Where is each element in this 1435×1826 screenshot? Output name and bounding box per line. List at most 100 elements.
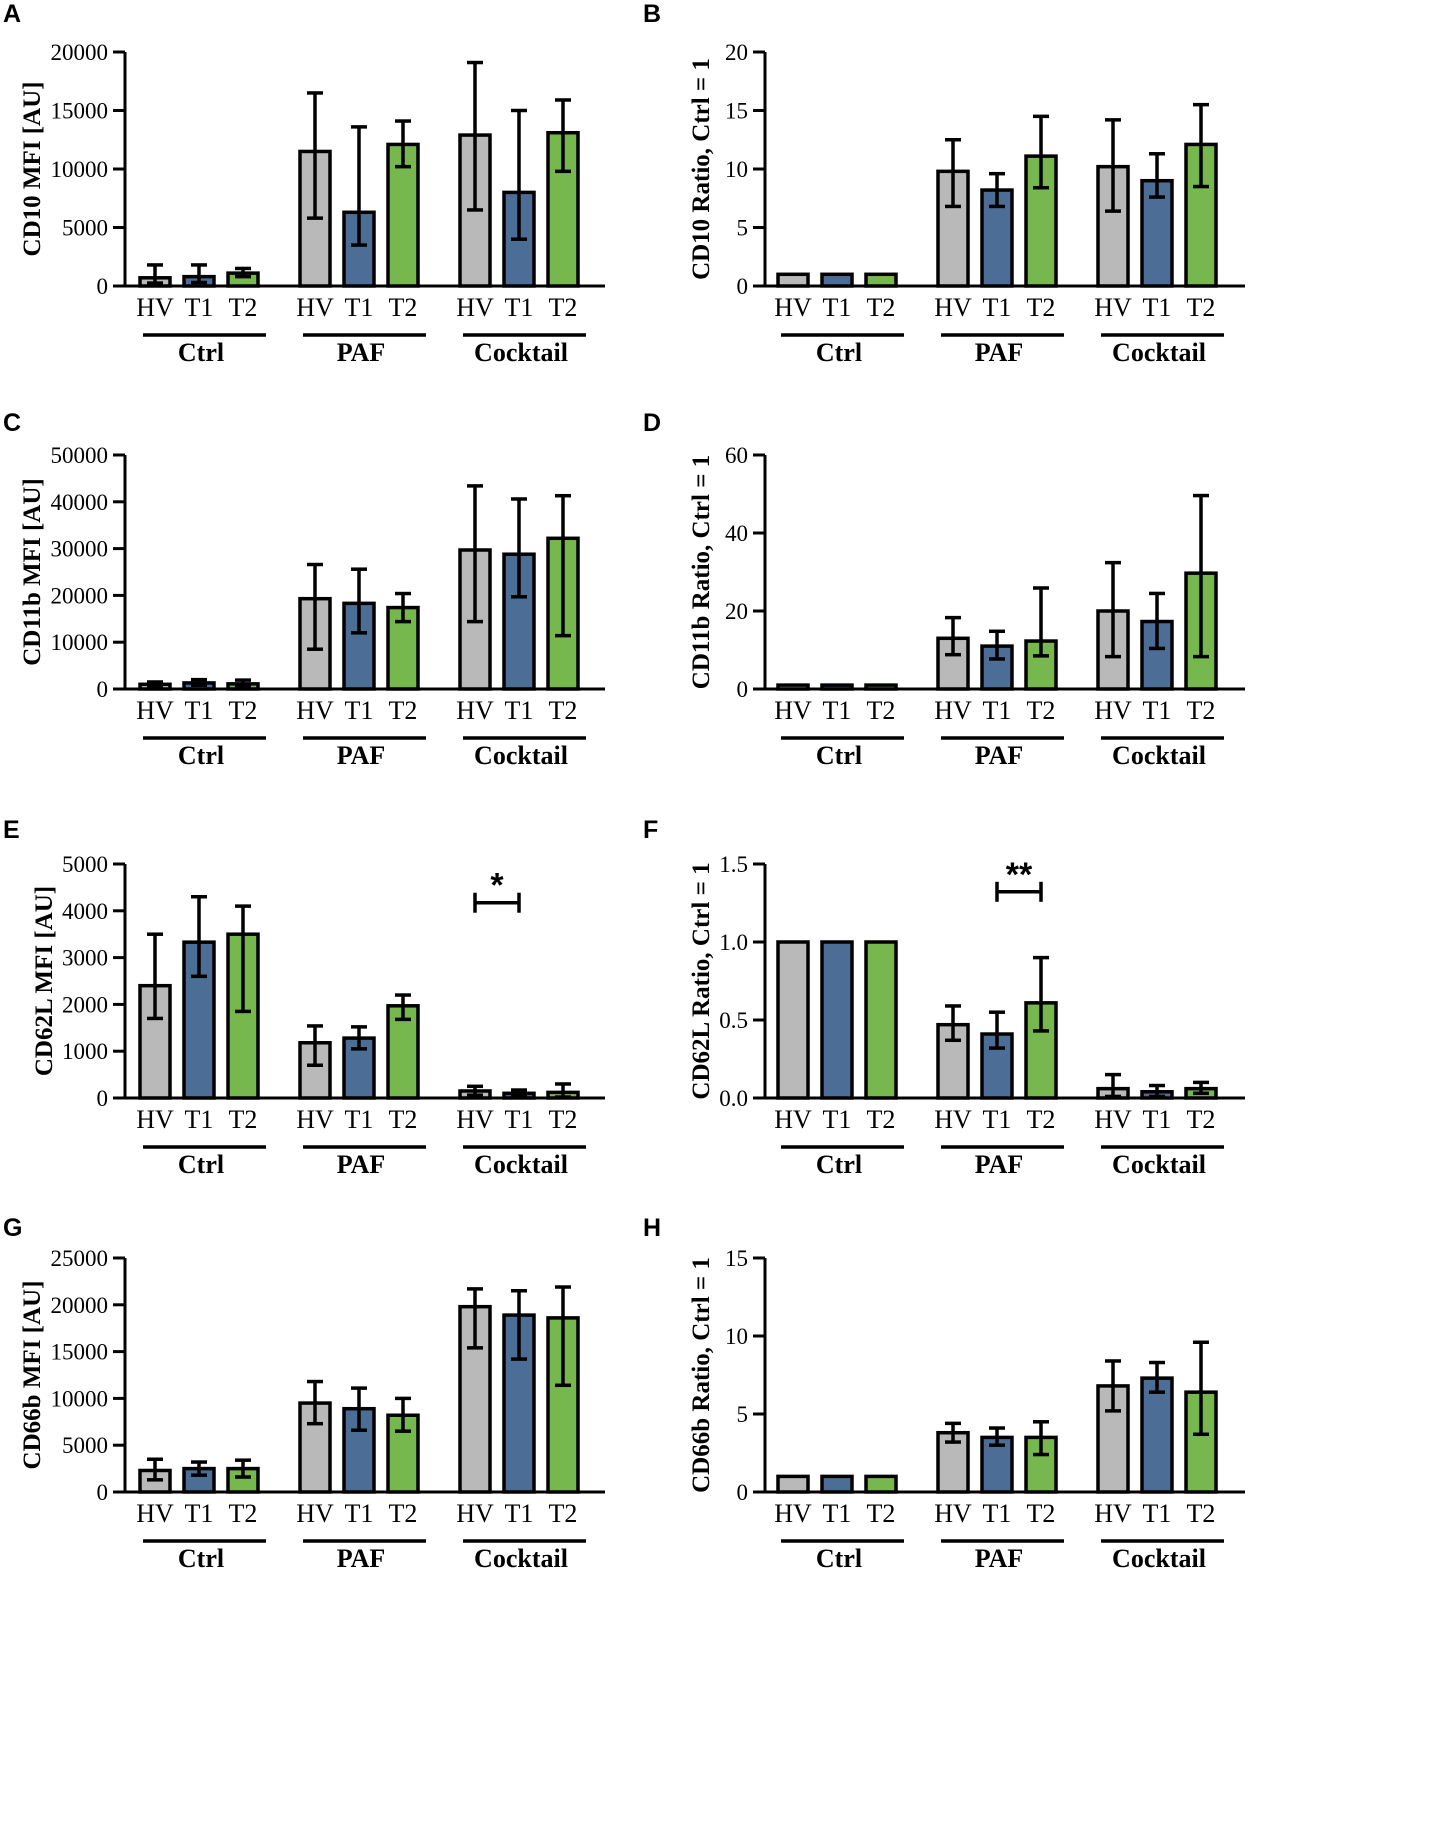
x-tick-label: T2 <box>549 1499 578 1528</box>
x-tick-label: T1 <box>505 696 534 725</box>
y-tick-label: 1.0 <box>719 930 748 955</box>
x-tick-label: T2 <box>229 1499 258 1528</box>
panel-c: C CD11b MFI [AU] 0 10000 20000 30000 40000 5000… <box>3 409 605 770</box>
y-tick-label: 0.0 <box>719 1086 748 1111</box>
group-label-paf: PAF <box>975 741 1024 770</box>
bar-hv-ctrl <box>776 1474 810 1494</box>
x-tick-label: T2 <box>1027 696 1056 725</box>
bar-t2-ctrl <box>864 1474 898 1494</box>
panel-letter: E <box>3 816 20 844</box>
x-tick-label: T1 <box>823 293 852 322</box>
x-tick-label: T2 <box>867 1105 896 1134</box>
x-tick-label: T2 <box>1027 293 1056 322</box>
y-tick-label: 15000 <box>51 1340 109 1365</box>
y-tick-label: 20000 <box>51 583 109 608</box>
x-tick-label: T1 <box>185 696 214 725</box>
x-tick-label: T2 <box>549 696 578 725</box>
y-tick-label: 5000 <box>62 1433 108 1458</box>
group-label-ctrl: Ctrl <box>816 338 862 367</box>
x-tick-label: HV <box>774 1105 812 1134</box>
group-label-paf: PAF <box>337 741 386 770</box>
y-tick-label: 0 <box>737 274 749 299</box>
y-tick-label: 15 <box>725 1246 748 1271</box>
x-tick-label: HV <box>774 1499 812 1528</box>
bar-t1-paf <box>342 1406 376 1494</box>
y-tick-label: 5 <box>737 216 749 241</box>
significance-label: ** <box>1006 856 1033 894</box>
bar-hv-paf <box>936 636 970 691</box>
x-tick-label: T1 <box>823 1105 852 1134</box>
x-tick-label: T1 <box>1143 696 1172 725</box>
x-tick-label: T2 <box>389 696 418 725</box>
bar-t1-cocktail <box>1140 1376 1174 1494</box>
y-tick-label: 5000 <box>62 216 108 241</box>
group-label-cocktail: Cocktail <box>1112 338 1206 367</box>
x-tick-label: T1 <box>983 293 1012 322</box>
group-label-ctrl: Ctrl <box>816 741 862 770</box>
x-tick-label: HV <box>456 1499 494 1528</box>
bar-t1-ctrl <box>820 272 854 288</box>
bar-t2-ctrl <box>864 683 898 691</box>
y-tick-label: 10 <box>725 157 748 182</box>
y-tick-label: 0 <box>737 677 749 702</box>
x-tick-label: T1 <box>1143 1105 1172 1134</box>
x-tick-label: T1 <box>345 293 374 322</box>
panel-a: A CD10 MFI [AU] 0 5000 10000 15000 20000 HV T1 T2… <box>3 0 605 367</box>
x-tick-label: T1 <box>345 1499 374 1528</box>
y-tick-label: 25000 <box>51 1246 109 1271</box>
x-tick-label: T2 <box>1027 1105 1056 1134</box>
x-tick-label: T1 <box>505 293 534 322</box>
y-tick-label: 15 <box>725 99 748 124</box>
x-tick-label: T1 <box>1143 293 1172 322</box>
x-tick-label: T1 <box>983 1105 1012 1134</box>
x-tick-label: HV <box>1094 696 1132 725</box>
y-tick-label: 0 <box>97 274 109 299</box>
y-axis-label: CD10 Ratio, Ctrl = 1 <box>688 58 715 280</box>
group-label-cocktail: Cocktail <box>1112 1544 1206 1573</box>
y-tick-label: 15000 <box>51 99 109 124</box>
group-label-cocktail: Cocktail <box>474 1544 568 1573</box>
x-tick-label: T1 <box>185 1499 214 1528</box>
y-tick-label: 20000 <box>51 40 109 65</box>
panel-e: E CD62L MFI [AU] 0 1000 2000 3000 4000 5000 HV T1… <box>3 816 605 1179</box>
y-axis-label: CD66b Ratio, Ctrl = 1 <box>688 1257 715 1493</box>
y-tick-label: 5 <box>737 1402 749 1427</box>
bar-hv-ctrl <box>776 940 810 1100</box>
group-label-paf: PAF <box>337 1544 386 1573</box>
x-tick-label: T1 <box>983 696 1012 725</box>
y-tick-label: 10000 <box>51 1386 109 1411</box>
x-tick-label: T1 <box>823 1499 852 1528</box>
y-tick-label: 60 <box>725 443 748 468</box>
panel-letter: C <box>3 409 21 437</box>
x-tick-label: HV <box>296 293 334 322</box>
x-tick-label: T2 <box>1027 1499 1056 1528</box>
x-tick-label: HV <box>1094 1105 1132 1134</box>
bar-t2-ctrl <box>864 940 898 1100</box>
x-tick-label: T2 <box>1187 1105 1216 1134</box>
x-tick-label: T2 <box>229 696 258 725</box>
x-tick-label: HV <box>934 1105 972 1134</box>
x-tick-label: T1 <box>983 1499 1012 1528</box>
x-tick-label: T1 <box>345 1105 374 1134</box>
y-axis-label: CD10 MFI [AU] <box>19 82 46 257</box>
y-tick-label: 10000 <box>51 630 109 655</box>
y-tick-label: 3000 <box>62 946 108 971</box>
y-tick-label: 30000 <box>51 537 109 562</box>
x-tick-label: T2 <box>389 1499 418 1528</box>
panel-letter: A <box>3 0 21 28</box>
y-tick-label: 1.5 <box>719 852 748 877</box>
x-tick-label: T1 <box>1143 1499 1172 1528</box>
x-tick-label: T2 <box>229 293 258 322</box>
group-label-ctrl: Ctrl <box>816 1150 862 1179</box>
bar-hv-ctrl <box>776 272 810 288</box>
panel-f: F CD62L Ratio, Ctrl = 1 0.0 0.5 1.0 1.5 HV T1 T2… <box>643 816 1245 1179</box>
panel-g: G CD66b MFI [AU] 0 5000 10000 15000 20000 25000… <box>3 1214 605 1573</box>
x-tick-label: T2 <box>867 1499 896 1528</box>
x-tick-label: HV <box>296 696 334 725</box>
x-tick-label: HV <box>1094 1499 1132 1528</box>
group-label-ctrl: Ctrl <box>178 1544 224 1573</box>
group-label-paf: PAF <box>975 338 1024 367</box>
